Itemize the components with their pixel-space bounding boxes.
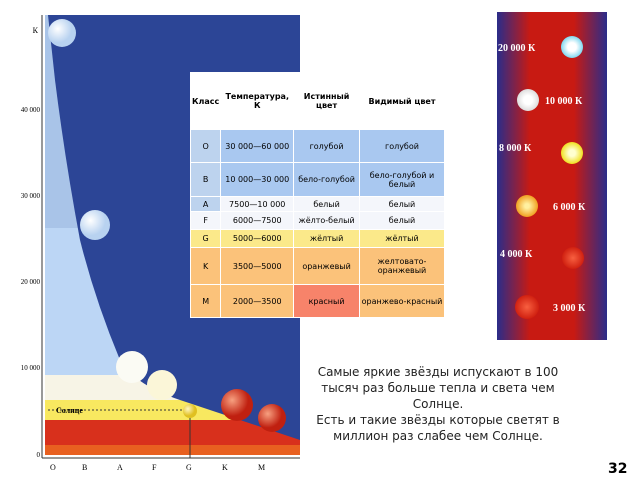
caption-line: Самые яркие звёзды испускают в 100 тысяч… <box>317 365 559 411</box>
tick-label: 40 000 <box>21 106 41 114</box>
star <box>116 351 148 383</box>
star <box>48 19 76 47</box>
cell: 2000—3500 <box>220 284 295 318</box>
cell: 10 000—30 000 <box>220 162 295 197</box>
star <box>515 295 539 319</box>
cell: 5000—6000 <box>220 229 295 248</box>
class-label: K <box>222 463 228 472</box>
cell: жёлтый <box>293 229 360 248</box>
star <box>221 389 253 421</box>
cell: K <box>189 247 222 285</box>
star <box>80 210 110 240</box>
cell: M <box>189 284 222 318</box>
tick-label: 10 000 <box>21 364 41 372</box>
cell: красный <box>293 284 360 318</box>
header-cell: Видимый цвет <box>358 72 446 130</box>
star <box>517 89 539 111</box>
cell: белый <box>358 211 446 230</box>
caption: Самые яркие звёзды испускают в 100 тысяч… <box>300 364 576 444</box>
cell: бело-голубой и белый <box>358 162 446 197</box>
header-cell: Класс <box>189 72 222 130</box>
sun <box>183 404 197 418</box>
cell: голубой <box>293 129 360 163</box>
star <box>561 142 583 164</box>
cell: желтовато-оранжевый <box>358 247 446 285</box>
cell: 30 000—60 000 <box>220 129 295 163</box>
star-label: 4 000 К <box>500 249 533 260</box>
class-label: A <box>117 463 123 472</box>
star-label: 3 000 К <box>553 303 586 314</box>
cell: F <box>189 211 222 230</box>
cell: голубой <box>358 129 446 163</box>
class-label: F <box>152 463 157 472</box>
cell: бело-голубой <box>293 162 360 197</box>
cell: жёлто-белый <box>293 211 360 230</box>
tick-label: 20 000 <box>21 278 41 286</box>
cell: B <box>189 162 222 197</box>
star-label: 6 000 К <box>553 202 586 213</box>
star <box>516 195 538 217</box>
cell: оранжево-красный <box>358 284 446 318</box>
class-label: M <box>258 463 265 472</box>
star <box>562 247 584 269</box>
cell: оранжевый <box>293 247 360 285</box>
cell: G <box>189 229 222 248</box>
tick-label: 0 <box>37 451 41 459</box>
header-cell: Истинный цвет <box>293 72 360 130</box>
class-label: O <box>50 463 56 472</box>
caption-line: Есть и такие звёзды которые светят в мил… <box>316 413 560 443</box>
page-number: 32 <box>608 461 628 477</box>
cell: 7500—10 000 <box>220 196 295 212</box>
cell: 6000—7500 <box>220 211 295 230</box>
class-label: G <box>186 463 192 472</box>
cell: жёлтый <box>358 229 446 248</box>
star <box>561 36 583 58</box>
header-cell: Температура, К <box>220 72 295 130</box>
star <box>147 370 177 400</box>
cell: белый <box>358 196 446 212</box>
star <box>258 404 286 432</box>
star-label: 8 000 К <box>499 143 532 154</box>
tick-label: 30 000 <box>21 192 41 200</box>
sun-label: Солнце <box>56 406 83 415</box>
cell: белый <box>293 196 360 212</box>
star-panel <box>497 12 607 340</box>
class-label: B <box>82 463 87 472</box>
star-label: 20 000 К <box>498 43 536 54</box>
cell: O <box>189 129 222 163</box>
star-label: 10 000 К <box>545 96 583 107</box>
cell: 3500—5000 <box>220 247 295 285</box>
class-table: Класс Температура, К Истинный цвет Видимый … <box>189 72 446 318</box>
axis-title: К <box>33 26 39 35</box>
cell: A <box>189 196 222 212</box>
